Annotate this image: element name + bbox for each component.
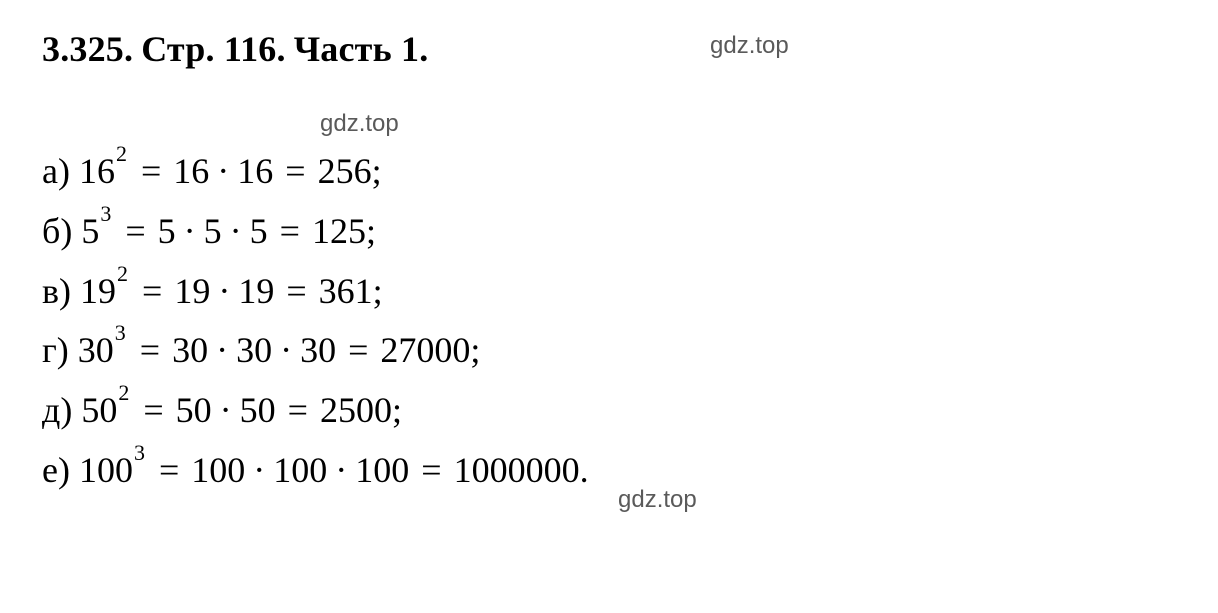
multiply-dot: · (253, 441, 265, 501)
result-number: 256 (318, 151, 372, 191)
expansion-term: 16 (237, 151, 273, 191)
equation-label: е) (42, 441, 70, 501)
expansion-term: 100 (191, 450, 245, 490)
equation-label: д) (42, 381, 72, 441)
exponent: 3 (134, 435, 145, 472)
expansion-term: 50 (240, 390, 276, 430)
expansion-term: 19 (238, 271, 274, 311)
base-number: 5 (81, 211, 99, 251)
power-expression: 53 (81, 202, 99, 262)
result-number: 1000000 (454, 450, 580, 490)
multiply-dot: · (335, 441, 347, 501)
equals-sign: = (159, 441, 179, 501)
equals-sign: = (142, 262, 162, 322)
multiply-dot: · (280, 321, 292, 381)
part-label: Часть 1. (294, 28, 429, 70)
base-number: 100 (79, 450, 133, 490)
equation-line: г) 303=30·30·30=27000; (42, 321, 1218, 381)
equation-list: а) 162=16·16=256;б) 53=5·5·5=125;в) 192=… (42, 142, 1218, 501)
expansion-term: 100 (355, 450, 409, 490)
expansion-term: 50 (176, 390, 212, 430)
power-expression: 502 (81, 381, 117, 441)
line-terminator: ; (470, 330, 480, 370)
expansion-term: 19 (174, 271, 210, 311)
expansion-term: 5 (250, 211, 268, 251)
equals-sign: = (348, 321, 368, 381)
base-number: 30 (78, 330, 114, 370)
equation-line: б) 53=5·5·5=125; (42, 202, 1218, 262)
watermark-top: gdz.top (710, 32, 789, 60)
power-expression: 303 (78, 321, 114, 381)
line-terminator: ; (392, 390, 402, 430)
exponent: 3 (115, 315, 126, 352)
equals-sign: = (421, 441, 441, 501)
expansion-term: 16 (173, 151, 209, 191)
line-terminator: ; (373, 271, 383, 311)
equation-label: в) (42, 262, 71, 322)
expansion-term: 5 (204, 211, 222, 251)
multiply-dot: · (230, 202, 242, 262)
base-number: 19 (80, 271, 116, 311)
result-number: 27000 (380, 330, 470, 370)
expansion-term: 5 (158, 211, 176, 251)
equation-line: д) 502=50·50=2500; (42, 381, 1218, 441)
equals-sign: = (125, 202, 145, 262)
expansion-term: 30 (236, 330, 272, 370)
equals-sign: = (285, 142, 305, 202)
equation-label: б) (42, 202, 72, 262)
watermark-mid: gdz.top (320, 110, 399, 138)
multiply-dot: · (218, 262, 230, 322)
expansion-term: 30 (300, 330, 336, 370)
expansion-term: 30 (172, 330, 208, 370)
equals-sign: = (141, 142, 161, 202)
equation-line: а) 162=16·16=256; (42, 142, 1218, 202)
exponent: 2 (117, 256, 128, 293)
multiply-dot: · (184, 202, 196, 262)
multiply-dot: · (220, 381, 232, 441)
equation-line: в) 192=19·19=361; (42, 262, 1218, 322)
base-number: 50 (81, 390, 117, 430)
equation-label: г) (42, 321, 69, 381)
expansion-term: 100 (273, 450, 327, 490)
power-expression: 1003 (79, 441, 133, 501)
power-expression: 192 (80, 262, 116, 322)
result-number: 361 (319, 271, 373, 311)
equals-sign: = (286, 262, 306, 322)
line-terminator: ; (366, 211, 376, 251)
equals-sign: = (143, 381, 163, 441)
power-expression: 162 (79, 142, 115, 202)
exponent: 2 (118, 375, 129, 412)
problem-number: 3.325. (42, 28, 133, 70)
line-terminator: . (580, 450, 589, 490)
equals-sign: = (288, 381, 308, 441)
exponent: 3 (100, 196, 111, 233)
multiply-dot: · (217, 142, 229, 202)
equation-label: а) (42, 142, 70, 202)
exponent: 2 (116, 136, 127, 173)
result-number: 125 (312, 211, 366, 251)
line-terminator: ; (372, 151, 382, 191)
page-label: Стр. 116. (141, 28, 285, 70)
page: 3.325. Стр. 116. Часть 1. gdz.top gdz.to… (0, 0, 1218, 501)
base-number: 16 (79, 151, 115, 191)
result-number: 2500 (320, 390, 392, 430)
header-row: 3.325. Стр. 116. Часть 1. (42, 28, 1218, 70)
watermark-bot: gdz.top (618, 486, 697, 514)
multiply-dot: · (216, 321, 228, 381)
equals-sign: = (280, 202, 300, 262)
equals-sign: = (140, 321, 160, 381)
